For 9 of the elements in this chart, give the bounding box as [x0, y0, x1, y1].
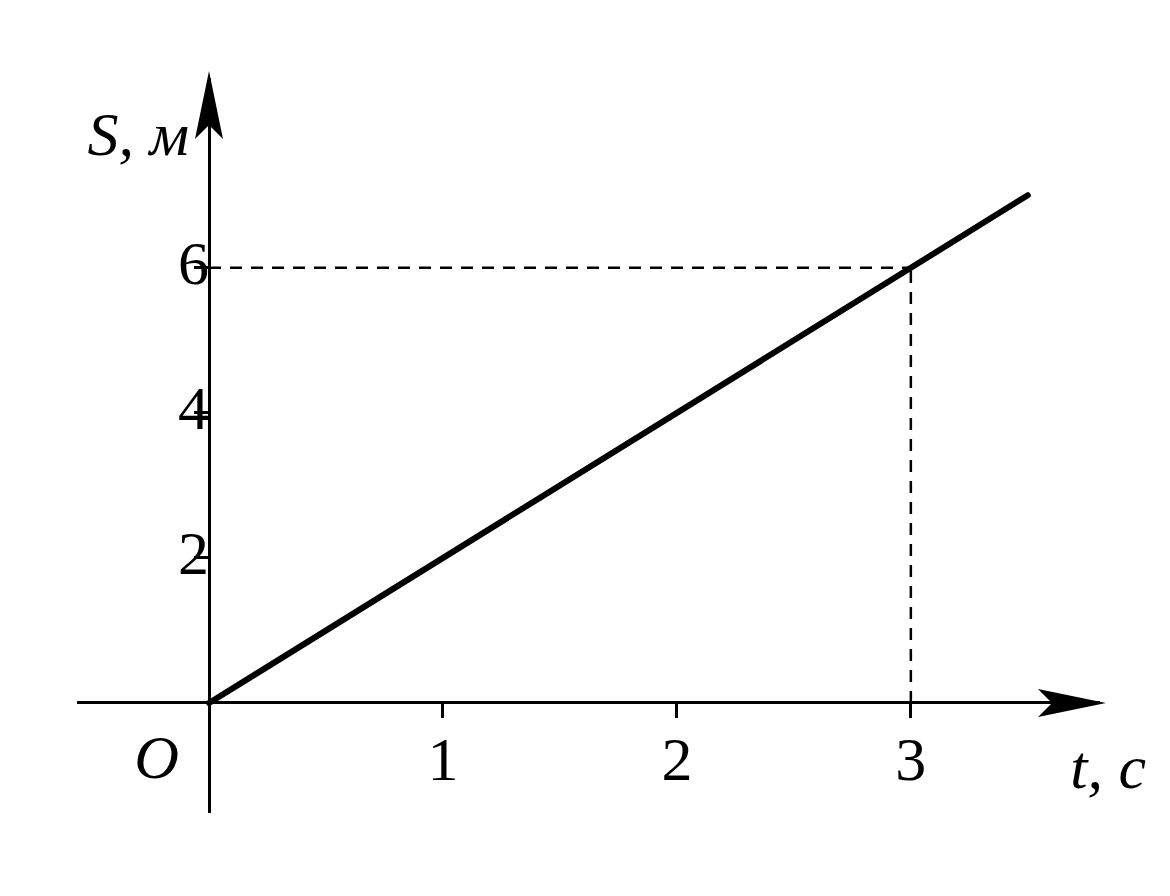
- annotation: O: [134, 723, 180, 792]
- y-tick-label: 2: [178, 519, 210, 588]
- x-axis-title: t, с: [1070, 733, 1146, 802]
- x-tick-label: 2: [661, 725, 693, 794]
- y-tick-label: 6: [178, 229, 210, 298]
- y-tick-label: 4: [178, 374, 210, 443]
- x-tick-label: 3: [895, 725, 927, 794]
- x-tick-label: 1: [427, 725, 459, 794]
- y-axis-title: S, м: [87, 100, 190, 169]
